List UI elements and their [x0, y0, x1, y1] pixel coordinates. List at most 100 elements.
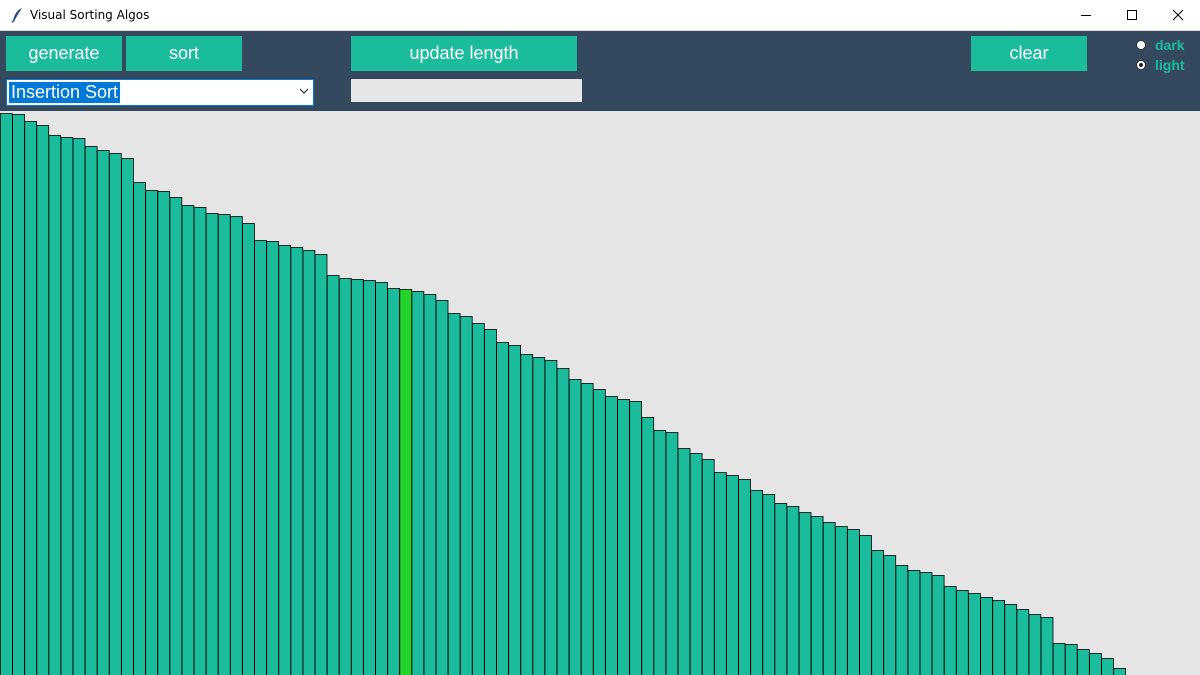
bar — [0, 113, 13, 675]
bar — [568, 379, 582, 675]
bar — [895, 565, 909, 675]
bar — [822, 522, 836, 675]
bar — [24, 121, 38, 675]
bar — [992, 600, 1006, 675]
chevron-down-icon — [299, 88, 309, 94]
bar — [919, 572, 933, 675]
bar — [774, 503, 788, 675]
theme-radio-dark[interactable]: dark — [1136, 37, 1185, 53]
bar — [677, 448, 691, 675]
update-length-button[interactable]: update length — [351, 36, 577, 71]
bar — [459, 316, 473, 675]
bar — [641, 417, 655, 675]
bar — [883, 555, 897, 675]
bar — [1089, 653, 1102, 675]
bar — [363, 280, 376, 675]
bar — [1077, 649, 1090, 675]
bar — [435, 300, 449, 675]
bar-highlighted — [399, 289, 413, 675]
bar — [96, 150, 110, 675]
bar — [229, 216, 243, 675]
bar — [181, 205, 195, 675]
bar — [750, 490, 764, 675]
bar — [980, 597, 993, 675]
bar — [1028, 614, 1042, 675]
bar — [302, 250, 316, 675]
bar — [580, 383, 594, 675]
radio-light-label: light — [1155, 57, 1185, 73]
radio-dark-label: dark — [1155, 37, 1185, 53]
bar — [556, 368, 570, 675]
bar — [338, 278, 352, 675]
bar — [859, 535, 872, 675]
length-input[interactable] — [351, 79, 582, 102]
bar — [907, 570, 921, 675]
bar — [810, 516, 824, 675]
radio-light-dot[interactable] — [1136, 60, 1146, 70]
bar — [72, 138, 86, 675]
bar — [847, 529, 860, 675]
bar — [1064, 644, 1078, 675]
bar — [689, 453, 703, 675]
bar — [714, 472, 727, 675]
bar — [60, 137, 74, 675]
bar — [36, 125, 50, 675]
bar — [1113, 668, 1126, 675]
minimize-button[interactable] — [1063, 0, 1109, 30]
bar — [1040, 617, 1054, 675]
bar — [701, 459, 715, 675]
bars-chart — [0, 113, 1126, 675]
bar — [447, 313, 461, 675]
bar — [496, 342, 509, 675]
bar — [242, 223, 255, 675]
theme-radio-light[interactable]: light — [1136, 57, 1185, 73]
bar — [145, 190, 158, 675]
radio-dark-dot[interactable] — [1136, 40, 1146, 50]
bar — [423, 294, 437, 675]
bar — [326, 275, 340, 675]
algorithm-select[interactable]: Insertion Sort — [6, 79, 314, 106]
window-title: Visual Sorting Algos — [30, 8, 150, 22]
bar — [786, 506, 800, 675]
bar — [193, 207, 207, 675]
minimize-icon — [1081, 15, 1091, 16]
generate-button[interactable]: generate — [6, 36, 122, 71]
bar — [1016, 609, 1030, 675]
bar — [254, 240, 267, 675]
bar — [1004, 604, 1018, 675]
bar — [593, 389, 606, 675]
close-icon — [1172, 9, 1184, 21]
bar — [109, 153, 122, 675]
bar — [508, 345, 522, 675]
sort-button[interactable]: sort — [126, 36, 242, 71]
bar — [835, 526, 848, 675]
clear-button[interactable]: clear — [971, 36, 1087, 71]
bar — [617, 399, 630, 675]
bar — [350, 279, 364, 675]
bar — [169, 197, 183, 675]
bar — [471, 323, 485, 675]
bar — [762, 494, 776, 675]
bar — [314, 254, 328, 675]
bar — [544, 360, 558, 675]
bar — [653, 430, 667, 675]
bar — [798, 512, 812, 675]
bar — [48, 135, 62, 675]
toolbar: generate sort update length clear Insert… — [0, 31, 1200, 111]
bar — [12, 114, 25, 675]
bar — [943, 586, 957, 675]
bar — [411, 291, 425, 675]
close-button[interactable] — [1155, 0, 1200, 30]
maximize-button[interactable] — [1109, 0, 1155, 30]
bar — [871, 550, 885, 675]
bar — [266, 241, 280, 675]
bar — [726, 475, 739, 675]
bar — [605, 396, 618, 675]
bar — [665, 432, 679, 675]
bar — [931, 575, 945, 675]
bar — [290, 247, 304, 675]
bar — [205, 213, 219, 675]
feather-icon — [11, 8, 22, 23]
bar — [121, 158, 134, 675]
